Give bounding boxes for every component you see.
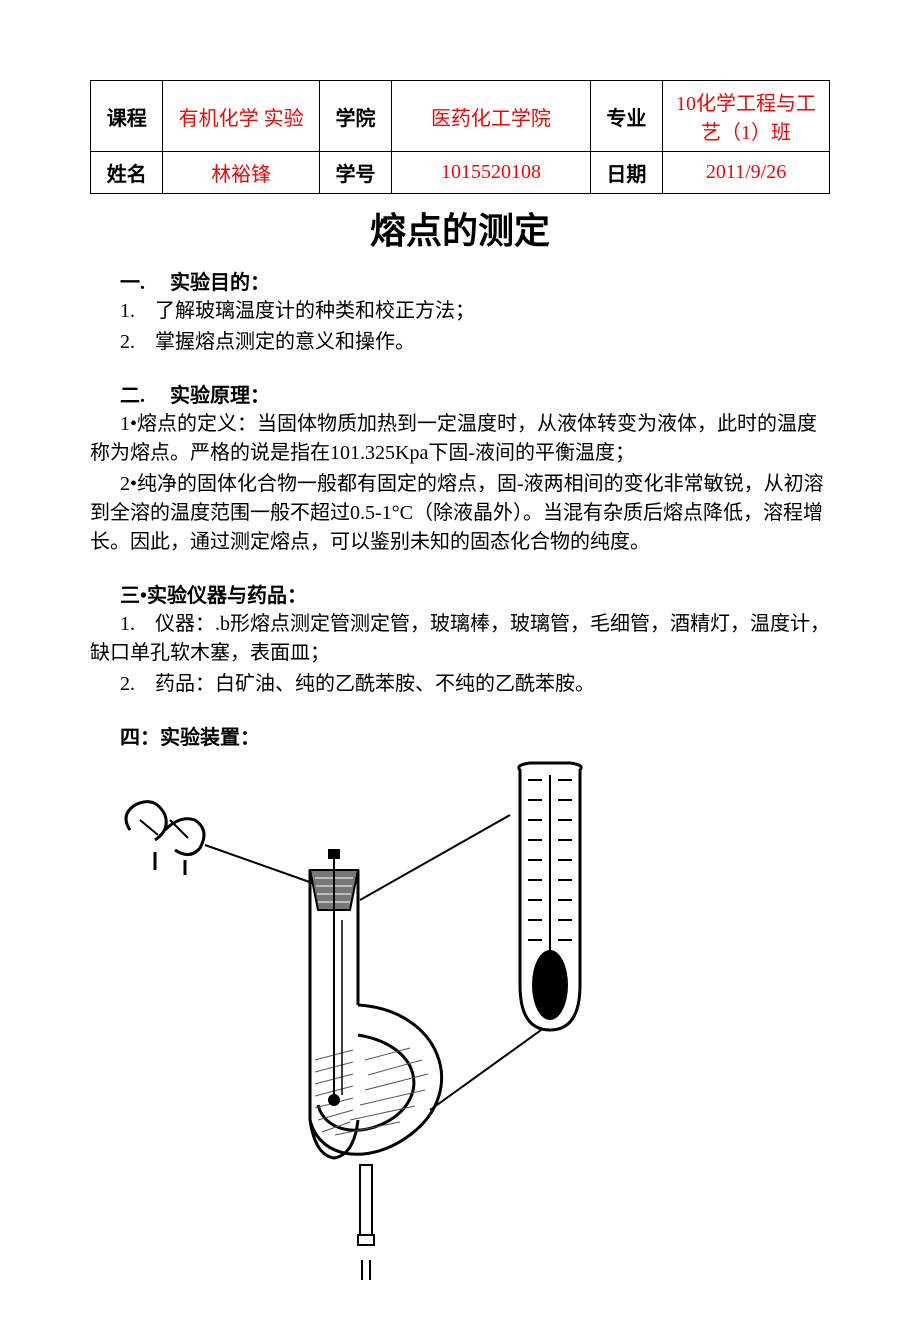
section-heading: 四：实验装置： xyxy=(90,721,830,750)
page: 课程 有机化学 实验 学院 医药化工学院 专业 10化学工程与工艺（1）班 姓名… xyxy=(0,0,920,1330)
major-value: 10化学工程与工艺（1）班 xyxy=(663,81,830,152)
school-value: 医药化工学院 xyxy=(392,81,590,152)
paragraph: 1. 仪器：.b形熔点测定管测定管，玻璃棒，玻璃管，毛细管，酒精灯，温度计，缺口… xyxy=(90,610,830,668)
id-value: 1015520108 xyxy=(392,152,590,194)
course-value: 有机化学 实验 xyxy=(163,81,319,152)
apparatus-diagram xyxy=(90,760,830,1290)
section-purpose: 一. 实验目的： 1. 了解玻璃温度计的种类和校正方法； 2. 掌握熔点测定的意… xyxy=(90,266,830,357)
paragraph: 1•熔点的定义：当固体物质加热到一定温度时，从液体转变为液体，此时的温度称为熔点… xyxy=(90,410,830,468)
id-label: 学号 xyxy=(319,152,391,194)
paragraph-text: 2. 药品：白矿油、纯的乙酰苯胺、不纯的乙酰苯胺。 xyxy=(120,673,595,695)
paragraph-text: 1•熔点的定义：当固体物质加热到一定温度时，从液体转变为液体，此时的温度称为熔点… xyxy=(90,413,817,464)
paragraph-text: 1. 仪器：.b形熔点测定管测定管，玻璃棒，玻璃管，毛细管，酒精灯，温度计，缺口… xyxy=(90,613,830,664)
section-principle: 二. 实验原理： 1•熔点的定义：当固体物质加热到一定温度时，从液体转变为液体，… xyxy=(90,379,830,557)
list-item: 2. 掌握熔点测定的意义和操作。 xyxy=(90,328,830,357)
section-setup: 四：实验装置： xyxy=(90,721,830,1290)
section-heading: 三•实验仪器与药品： xyxy=(90,579,830,608)
info-table: 课程 有机化学 实验 学院 医药化工学院 专业 10化学工程与工艺（1）班 姓名… xyxy=(90,80,830,194)
name-label: 姓名 xyxy=(91,152,163,194)
section-heading: 一. 实验目的： xyxy=(90,266,830,295)
course-label: 课程 xyxy=(91,81,163,152)
school-label: 学院 xyxy=(319,81,391,152)
paragraph: 2•纯净的固体化合物一般都有固定的熔点，固-液两相间的变化非常敏锐，从初溶到全溶… xyxy=(90,470,830,557)
section-apparatus-reagents: 三•实验仪器与药品： 1. 仪器：.b形熔点测定管测定管，玻璃棒，玻璃管，毛细管… xyxy=(90,579,830,699)
name-value: 林裕锋 xyxy=(163,152,319,194)
table-row: 课程 有机化学 实验 学院 医药化工学院 专业 10化学工程与工艺（1）班 xyxy=(91,81,830,152)
list-item: 1. 了解玻璃温度计的种类和校正方法； xyxy=(90,297,830,326)
paragraph-text: 2•纯净的固体化合物一般都有固定的熔点，固-液两相间的变化非常敏锐，从初溶到全溶… xyxy=(90,473,824,553)
table-row: 姓名 林裕锋 学号 1015520108 日期 2011/9/26 xyxy=(91,152,830,194)
document-title: 熔点的测定 xyxy=(90,202,830,254)
date-value: 2011/9/26 xyxy=(663,152,830,194)
paragraph: 2. 药品：白矿油、纯的乙酰苯胺、不纯的乙酰苯胺。 xyxy=(90,670,830,699)
apparatus-icon xyxy=(110,760,630,1290)
section-heading: 二. 实验原理： xyxy=(90,379,830,408)
major-label: 专业 xyxy=(590,81,662,152)
date-label: 日期 xyxy=(590,152,662,194)
